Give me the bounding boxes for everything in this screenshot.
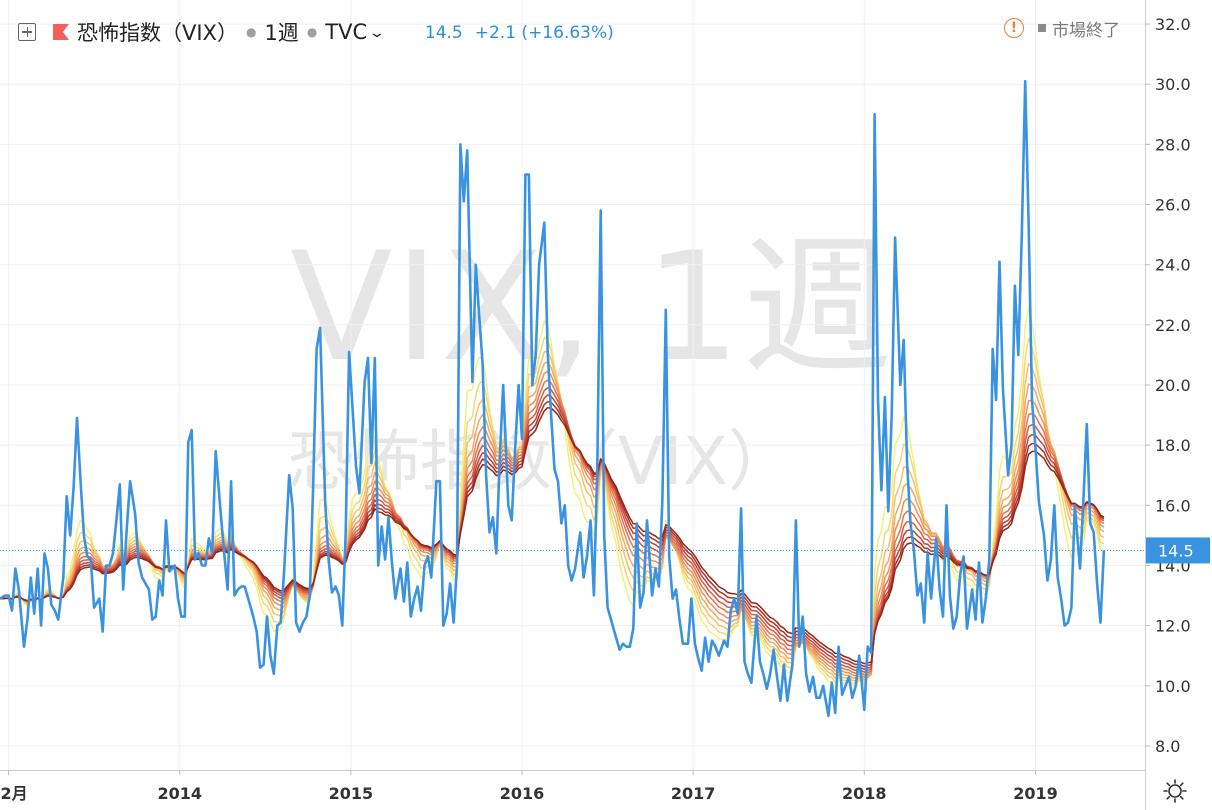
interval-label[interactable]: 1週 [264, 21, 299, 45]
x-tick-label-6: 2019 [1013, 784, 1058, 803]
legend: 恐怖指数（VIX） ● 1週 ● TVC ⌄ 14.5 +2.1 (+16.63… [16, 16, 614, 48]
y-tick-label-6: 20.0 [1155, 376, 1191, 395]
y-tick-label-8: 16.0 [1155, 496, 1191, 515]
chevron-down-icon[interactable]: ⌄ [368, 25, 386, 41]
market-status: ! 市場終了 [1004, 15, 1120, 41]
separator-dot-icon: ● [245, 25, 257, 39]
last-value-tag-text: 14.5 [1158, 541, 1194, 560]
y-axis-ticks: 32.030.028.026.024.022.020.018.016.014.0… [1145, 15, 1191, 756]
warning-icon[interactable]: ! [1004, 18, 1024, 38]
vix-line [0, 79, 1106, 718]
y-tick-label-1: 30.0 [1155, 75, 1191, 94]
y-tick-label-2: 28.0 [1155, 135, 1191, 154]
y-tick-label-5: 22.0 [1155, 316, 1191, 335]
price-change: +2.1 (+16.63%) [474, 23, 614, 43]
y-tick-label-10: 12.0 [1155, 617, 1191, 636]
y-tick-label-0: 32.0 [1155, 15, 1191, 34]
separator-dot-icon: ● [306, 25, 318, 39]
settings-gear-icon[interactable] [1162, 778, 1188, 804]
price-chart [0, 0, 1145, 770]
x-tick-label-0: 12月 [0, 784, 28, 803]
status-square-icon [1038, 24, 1046, 32]
y-tick-label-3: 26.0 [1155, 196, 1191, 215]
y-tick-label-11: 10.0 [1155, 677, 1191, 696]
x-tick-label-1: 2014 [157, 784, 202, 803]
vix-series [0, 79, 1106, 718]
x-axis-ticks: 12月 2014 2015 2016 2017 2018 2019 [0, 770, 1058, 803]
y-tick-label-12: 8.0 [1155, 737, 1180, 756]
flag-icon[interactable] [53, 24, 69, 40]
market-status-label: 市場終了 [1052, 20, 1120, 41]
x-tick-label-5: 2018 [842, 784, 887, 803]
y-tick-label-7: 18.0 [1155, 436, 1191, 455]
last-value-tag: 14.5 [1146, 537, 1210, 564]
last-value: 14.5 [424, 23, 463, 43]
symbol-title[interactable]: 恐怖指数（VIX） [77, 21, 238, 45]
x-tick-label-4: 2017 [671, 784, 716, 803]
exchange-label[interactable]: TVC [325, 20, 368, 44]
expand-icon[interactable] [18, 23, 36, 41]
x-tick-label-3: 2016 [500, 784, 545, 803]
x-tick-label-2: 2015 [329, 784, 374, 803]
last-value-tag-bg [1146, 537, 1210, 564]
y-tick-label-4: 24.0 [1155, 256, 1191, 275]
